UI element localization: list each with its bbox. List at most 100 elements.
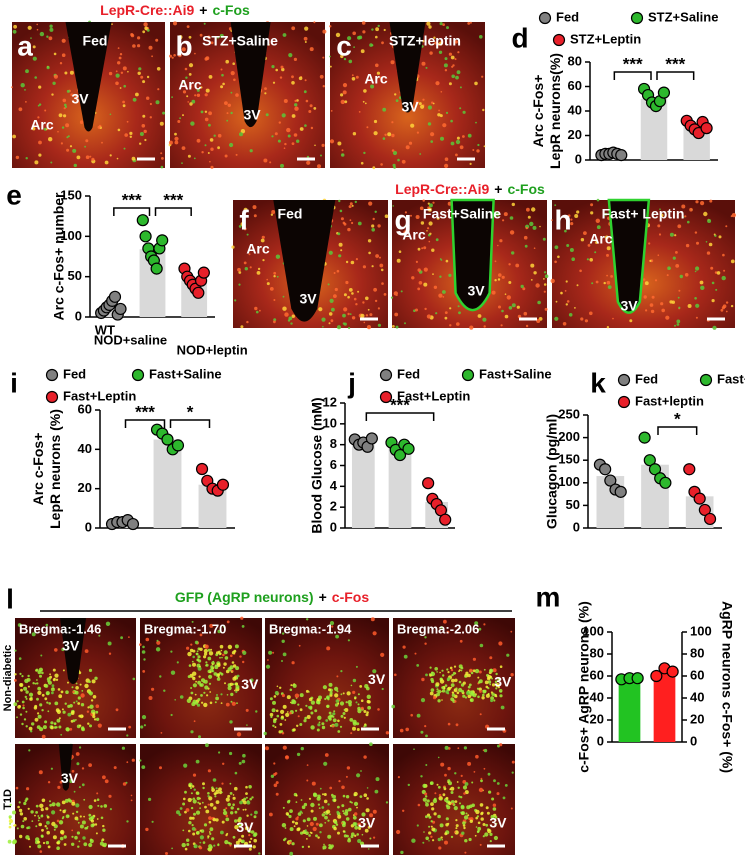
cell <box>57 785 61 790</box>
cell <box>45 807 49 811</box>
cell <box>309 821 314 827</box>
cell <box>179 117 182 120</box>
cell <box>247 829 252 834</box>
data-point <box>631 672 644 685</box>
cell <box>116 157 119 160</box>
cell <box>490 691 493 694</box>
cell <box>199 807 202 809</box>
cell <box>121 746 125 750</box>
cell <box>202 841 206 844</box>
cell <box>225 814 229 818</box>
cell <box>238 271 242 274</box>
cell <box>249 797 252 801</box>
cell <box>483 689 487 693</box>
cell <box>454 700 457 703</box>
cell <box>341 785 345 790</box>
cell <box>502 796 506 800</box>
micrograph <box>390 198 549 330</box>
cell <box>209 832 212 836</box>
cell <box>345 795 350 799</box>
cell <box>493 779 496 783</box>
cell <box>484 832 489 837</box>
cell <box>440 91 443 93</box>
cell <box>224 656 229 660</box>
cell <box>661 308 665 313</box>
cell <box>77 845 80 848</box>
cell <box>462 694 466 698</box>
cell <box>438 846 442 850</box>
cell <box>159 766 162 770</box>
data-point <box>156 234 169 247</box>
cell <box>241 839 245 844</box>
cell <box>223 808 226 812</box>
cell <box>306 715 311 719</box>
cell <box>204 117 209 122</box>
cell <box>217 133 222 138</box>
cell <box>501 275 505 279</box>
cell <box>455 75 459 80</box>
cell <box>23 817 28 821</box>
cell <box>88 817 91 820</box>
cell <box>427 105 432 110</box>
cell <box>208 123 211 127</box>
cell <box>96 792 99 795</box>
cell <box>209 701 213 705</box>
cell <box>477 826 482 831</box>
cell <box>290 322 293 325</box>
cell <box>496 782 500 785</box>
cell <box>204 110 208 114</box>
cell <box>658 233 662 236</box>
cell <box>88 668 93 673</box>
cell <box>451 678 455 683</box>
cell <box>304 124 307 127</box>
cell <box>428 203 433 208</box>
cell <box>282 33 287 37</box>
cell <box>450 697 455 702</box>
cell <box>492 803 497 807</box>
cell <box>474 81 478 86</box>
cell <box>207 152 210 154</box>
cell <box>199 33 203 37</box>
cell <box>281 639 285 643</box>
cell <box>227 667 232 672</box>
cell <box>73 790 76 793</box>
cell <box>263 731 267 736</box>
cell <box>472 693 477 698</box>
cell <box>296 99 299 102</box>
data-point <box>126 517 140 531</box>
cell <box>531 207 536 212</box>
cell <box>174 132 177 136</box>
cell <box>399 728 404 733</box>
cell <box>452 671 456 675</box>
cell <box>363 321 366 324</box>
cell <box>337 814 342 819</box>
cell <box>302 819 306 823</box>
cell <box>347 312 350 316</box>
cell <box>451 802 454 806</box>
image-label: Arc <box>364 71 388 87</box>
cell <box>203 648 208 654</box>
y-tick-label: 8 <box>330 436 337 451</box>
cell <box>13 702 18 707</box>
cell <box>342 830 346 833</box>
cell <box>495 212 500 217</box>
cell <box>424 725 427 728</box>
cell <box>440 762 445 767</box>
cell <box>210 648 213 651</box>
cell <box>406 217 409 220</box>
cell <box>284 827 287 829</box>
cell <box>364 723 367 726</box>
cell <box>357 290 360 293</box>
cell <box>498 641 503 646</box>
cell <box>217 676 220 678</box>
cell <box>36 679 38 681</box>
cell <box>294 103 298 107</box>
cell <box>224 101 228 105</box>
cell <box>484 680 489 685</box>
cell <box>216 694 218 696</box>
panel-letter: l <box>6 583 14 614</box>
cell <box>429 232 432 235</box>
cell <box>291 661 295 665</box>
cell <box>197 655 201 659</box>
cell <box>96 798 100 801</box>
